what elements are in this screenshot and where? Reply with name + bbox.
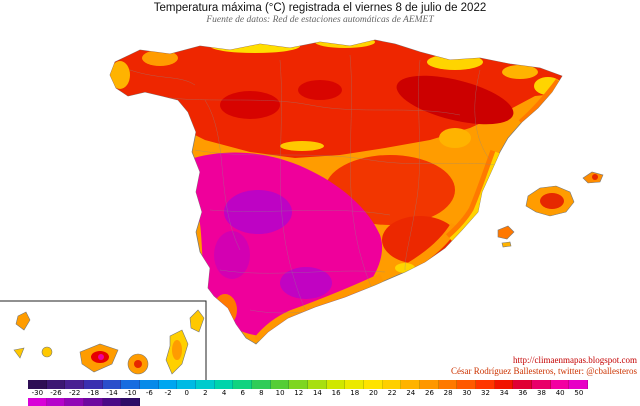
scale-row1: [28, 380, 589, 389]
scale-cell-hot: [46, 398, 66, 406]
page-title: Temperatura máxima (°C) registrada el vi…: [153, 2, 487, 14]
scale-label: -14: [106, 389, 118, 397]
scale-label: 40: [555, 389, 565, 397]
temperature-shading: [110, 40, 562, 344]
scale-cell: [513, 380, 533, 389]
scale-label: 14: [312, 389, 322, 397]
spain-peninsula: [109, 39, 563, 345]
scale-cell: [364, 380, 383, 389]
scale-label: 16: [331, 389, 341, 397]
scale-cell: [494, 380, 514, 389]
page-subtitle: Fuente de datos: Red de estaciones autom…: [206, 15, 434, 25]
canary-islands: [13, 309, 205, 375]
scale-cell: [382, 380, 402, 389]
scale-label: 24: [406, 389, 416, 397]
scale-label: 50: [574, 389, 584, 397]
scale-cell-hot: [28, 398, 47, 406]
scale-cell: [252, 380, 271, 389]
scale-label: -22: [68, 389, 81, 397]
scale-cell-hot: [84, 398, 103, 406]
scale-label: 8: [259, 389, 264, 397]
scale-cell: [28, 380, 47, 389]
scale-label: 36: [518, 389, 528, 397]
scale-cell: [177, 380, 197, 389]
scale-label: -18: [87, 389, 100, 397]
scale-cell: [476, 380, 495, 389]
scale-label: 34: [499, 389, 509, 397]
credits-url[interactable]: http://climaenmapas.blogspot.com: [513, 355, 637, 366]
temperature-scale: -30 -26 -22 -18 -14 -10 -6 -2 0 2 4 6 8 10 12 14 16 18 20 2…: [28, 380, 589, 406]
scale-cell: [345, 380, 365, 389]
credits-author: César Rodríguez Ballesteros, twitter: @c…: [451, 366, 637, 377]
scale-cell: [102, 380, 122, 389]
scale-label: -2: [164, 389, 172, 397]
scale-cell: [233, 380, 253, 389]
scale-label: 6: [240, 389, 245, 397]
scale-cell: [308, 380, 327, 389]
header: Temperatura máxima (°C) registrada el vi…: [0, 2, 640, 25]
scale-cell: [550, 380, 570, 389]
scale-label: 12: [294, 389, 304, 397]
scale-cell: [140, 380, 159, 389]
scale-label: 28: [443, 389, 453, 397]
scale-cell: [158, 380, 178, 389]
scale-label: 0: [184, 389, 189, 397]
scale-cell: [46, 380, 66, 389]
scale-cell-hot: [102, 398, 122, 406]
scale-row2: [28, 398, 141, 406]
scale-label: 20: [368, 389, 378, 397]
scale-cell: [270, 380, 290, 389]
scale-label: -26: [50, 389, 62, 397]
scale-label: 32: [481, 389, 490, 397]
scale-label: 38: [537, 389, 546, 397]
scale-label: 26: [424, 389, 434, 397]
scale-label: -30: [31, 389, 44, 397]
scale-label: -6: [145, 389, 153, 397]
scale-cell: [84, 380, 103, 389]
scale-cell: [420, 380, 439, 389]
scale-cell: [326, 380, 346, 389]
scale-label: 22: [387, 389, 397, 397]
scale-cell: [532, 380, 551, 389]
balearic-islands: [497, 171, 604, 248]
scale-label: -10: [124, 389, 137, 397]
scale-cell: [196, 380, 215, 389]
scale-labels: -30 -26 -22 -18 -14 -10 -6 -2 0 2 4 6 8 10 12 14 16 18 20 2…: [28, 389, 588, 398]
scale-label: 10: [275, 389, 285, 397]
canary-inset-border: [0, 300, 207, 383]
scale-cell: [438, 380, 458, 389]
scale-label: 2: [203, 389, 208, 397]
scale-cell-hot: [121, 398, 141, 406]
scale-cell: [121, 380, 141, 389]
scale-cell: [569, 380, 589, 389]
scale-cell: [401, 380, 421, 389]
credits: http://climaenmapas.blogspot.com César R…: [451, 355, 637, 377]
scale-label: 4: [221, 389, 227, 397]
scale-cell: [457, 380, 477, 389]
scale-label: 18: [350, 389, 360, 397]
scale-cell: [214, 380, 234, 389]
scale-cell-hot: [65, 398, 85, 406]
scale-cell: [65, 380, 85, 389]
scale-label: 30: [462, 389, 472, 397]
scale-cell: [289, 380, 309, 389]
